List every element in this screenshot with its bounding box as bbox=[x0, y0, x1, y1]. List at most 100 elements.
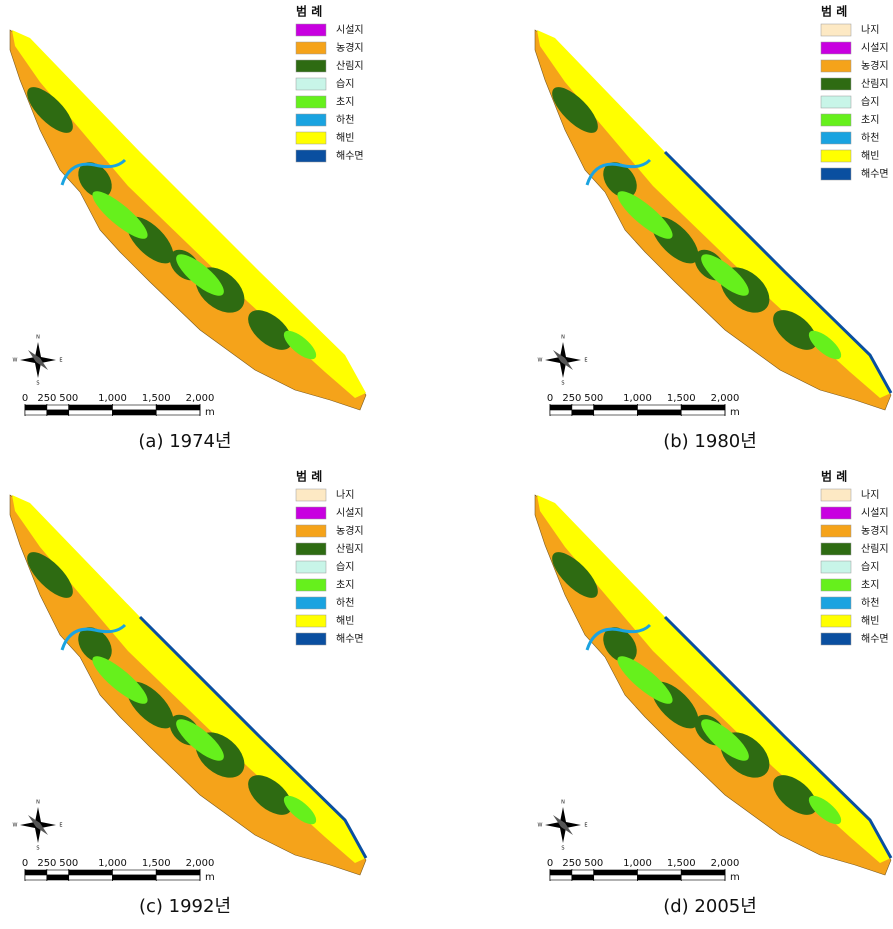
scale-segment bbox=[637, 404, 682, 411]
grass-patch bbox=[283, 330, 317, 360]
legend-swatch bbox=[295, 596, 327, 610]
scale-segment bbox=[549, 409, 573, 416]
legend-label: 산림지 bbox=[861, 543, 889, 555]
legend-label: 시설지 bbox=[861, 42, 889, 54]
compass-n: N bbox=[561, 335, 565, 341]
beach-area bbox=[12, 30, 366, 398]
map bbox=[9, 494, 368, 876]
legend-swatch bbox=[820, 488, 852, 502]
legend-label: 초지 bbox=[336, 579, 354, 591]
legend-swatch bbox=[295, 614, 327, 628]
scale-segment bbox=[571, 869, 595, 876]
grass-patch bbox=[808, 330, 842, 360]
vegetation-patch bbox=[773, 775, 817, 815]
beach-area bbox=[12, 495, 366, 863]
river bbox=[60, 158, 127, 186]
compass-w: W bbox=[13, 823, 18, 829]
caption: (c) 1992년 bbox=[139, 896, 231, 917]
legend-swatch bbox=[295, 113, 327, 127]
scale-segment bbox=[24, 874, 48, 881]
compass-w: W bbox=[538, 358, 543, 364]
legend-swatch bbox=[820, 113, 852, 127]
scale-label: 500 bbox=[59, 393, 78, 404]
scale-segment bbox=[593, 869, 638, 876]
compass-e: E bbox=[59, 823, 62, 829]
compass-star bbox=[28, 815, 48, 835]
legend-label: 산림지 bbox=[336, 543, 364, 555]
scale-segment bbox=[112, 869, 157, 876]
scale-segment bbox=[549, 874, 573, 881]
vegetation-patch bbox=[552, 87, 598, 133]
scale-segment bbox=[46, 874, 70, 881]
caption: (a) 1974년 bbox=[138, 431, 231, 452]
scale-segment bbox=[680, 874, 726, 881]
compass-star bbox=[28, 350, 48, 370]
scale-label: 250 bbox=[562, 393, 581, 404]
map bbox=[534, 494, 893, 876]
compass-s: S bbox=[561, 381, 564, 387]
grass-patch bbox=[92, 656, 148, 704]
scale-label: 250 bbox=[562, 858, 581, 869]
map bbox=[9, 29, 367, 411]
legend-swatch bbox=[820, 59, 852, 73]
legend-label: 초지 bbox=[861, 114, 879, 126]
vegetation-patch bbox=[78, 627, 112, 663]
legend-label: 농경지 bbox=[861, 524, 889, 537]
vegetation-patch bbox=[773, 310, 817, 350]
legend-swatch bbox=[820, 614, 852, 628]
legend-label: 습지 bbox=[861, 561, 879, 573]
scale-label: 1,000 bbox=[98, 393, 127, 404]
legend-swatch bbox=[820, 560, 852, 574]
scale-label: 2,000 bbox=[711, 858, 740, 869]
scale-segment bbox=[46, 869, 70, 876]
scale-segment bbox=[637, 869, 682, 876]
river bbox=[585, 623, 652, 651]
scale-segment bbox=[637, 874, 682, 881]
legend-swatch bbox=[820, 131, 852, 145]
scale-label: 1,000 bbox=[623, 393, 652, 404]
scale-label: 1,500 bbox=[667, 858, 696, 869]
legend-label: 해빈 bbox=[861, 149, 879, 162]
legend-title: 범 례 bbox=[821, 469, 847, 484]
legend-label: 해빈 bbox=[336, 131, 354, 144]
scale-segment bbox=[112, 404, 157, 411]
legend-label: 해수면 bbox=[861, 632, 889, 645]
scale-label: 500 bbox=[584, 858, 603, 869]
scale-label: 250 bbox=[37, 393, 56, 404]
compass-s: S bbox=[36, 846, 39, 852]
compass-n: N bbox=[36, 335, 40, 341]
legend-label: 초지 bbox=[861, 579, 879, 591]
scale-label: 2,000 bbox=[186, 858, 215, 869]
legend-title: 범 례 bbox=[821, 4, 847, 19]
scale-segment bbox=[68, 409, 113, 416]
compass-e: E bbox=[584, 823, 587, 829]
legend-title: 범 례 bbox=[296, 4, 322, 19]
vegetation-patch bbox=[552, 552, 598, 598]
scale-segment bbox=[571, 404, 595, 411]
grass-patch bbox=[617, 656, 673, 704]
legend-label: 초지 bbox=[336, 96, 354, 108]
scale-segment bbox=[24, 404, 48, 411]
river bbox=[60, 623, 127, 651]
beach-area bbox=[537, 495, 891, 863]
compass-star bbox=[553, 815, 573, 835]
legend-swatch bbox=[295, 632, 327, 646]
legend-label: 습지 bbox=[861, 96, 879, 108]
legend-swatch bbox=[295, 59, 327, 73]
scale-segment bbox=[680, 869, 726, 876]
scale-label: 500 bbox=[584, 393, 603, 404]
map bbox=[534, 29, 893, 411]
legend-label: 농경지 bbox=[861, 59, 889, 72]
scale-segment bbox=[112, 409, 157, 416]
scale-segment bbox=[68, 869, 113, 876]
scale-segment bbox=[112, 874, 157, 881]
scale-segment bbox=[637, 409, 682, 416]
vegetation-patch bbox=[27, 87, 73, 133]
scale-segment bbox=[680, 409, 726, 416]
legend-swatch bbox=[295, 578, 327, 592]
scale-segment bbox=[24, 869, 48, 876]
scale-unit: m bbox=[730, 407, 740, 418]
scale-segment bbox=[571, 409, 595, 416]
